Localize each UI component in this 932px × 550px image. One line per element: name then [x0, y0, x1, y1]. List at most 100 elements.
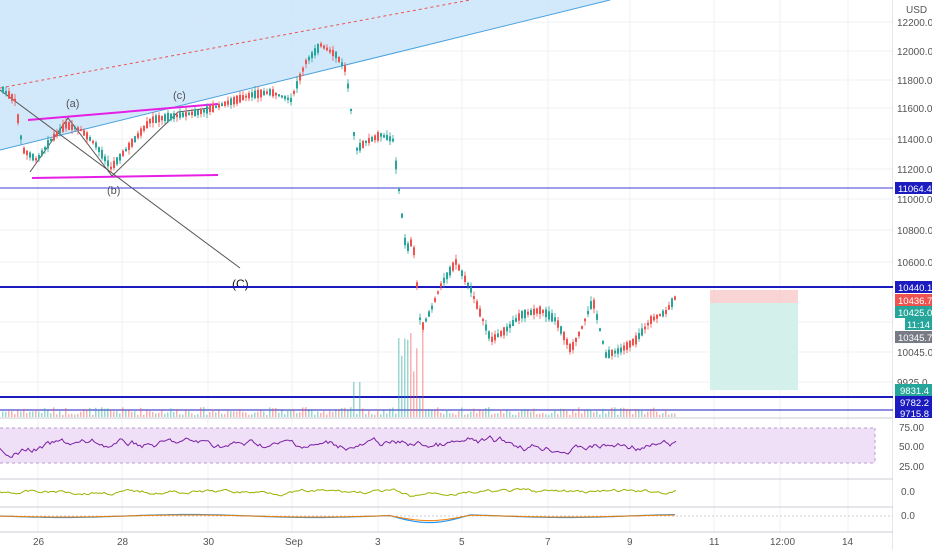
candle	[566, 339, 568, 345]
candle	[545, 309, 547, 318]
volume-bar	[53, 407, 55, 417]
candle	[329, 49, 331, 53]
triangle-pattern[interactable]	[27, 103, 219, 179]
volume-bar	[419, 397, 421, 417]
candle	[260, 89, 262, 98]
volume-bar	[521, 409, 523, 417]
candle	[653, 316, 655, 321]
candle	[308, 56, 310, 61]
svg-text:11064.4: 11064.4	[898, 184, 932, 195]
volume-bar	[155, 413, 157, 417]
volume-bar	[179, 414, 181, 417]
long-position-tool[interactable]	[710, 290, 798, 390]
volume-bar	[302, 407, 304, 417]
volume-bar	[425, 410, 427, 417]
volume-bar	[623, 407, 625, 417]
candle	[635, 335, 637, 345]
candle	[407, 243, 409, 251]
volume-bar	[338, 409, 340, 417]
candle	[77, 127, 79, 131]
candle	[341, 62, 343, 66]
volume-bar	[353, 382, 355, 417]
candle	[353, 132, 355, 136]
horizontal-levels[interactable]	[0, 187, 893, 411]
volume-bar	[146, 410, 148, 417]
volume-bar	[191, 413, 193, 417]
time-axis[interactable]: 26 28 30 Sep 3 5 7 9 11 12:00 14	[33, 537, 854, 548]
volume-bar	[239, 409, 241, 417]
volume-bar	[407, 339, 409, 417]
volume-bar	[641, 409, 643, 417]
candle	[266, 91, 268, 94]
volume-bar	[266, 414, 268, 417]
candlestick-series[interactable]	[2, 41, 676, 360]
candle	[224, 101, 226, 106]
candle	[62, 124, 64, 132]
volume-bar	[533, 408, 535, 417]
volume-bar	[89, 407, 91, 417]
volume-bar	[164, 413, 166, 417]
volume-bar	[113, 411, 115, 417]
price-tick: 11200.0	[897, 165, 932, 176]
ascending-channel[interactable]	[0, 0, 611, 151]
candle	[47, 140, 49, 149]
volume-bar	[305, 407, 307, 417]
volume-bar	[107, 408, 109, 417]
volume-bar	[509, 411, 511, 417]
candle	[665, 309, 667, 315]
candle	[122, 150, 124, 157]
countdown-badge: 11:14	[905, 318, 932, 331]
price-axis[interactable]: USD 12200.0 12000.0 11800.0 11600.0 1140…	[893, 0, 932, 550]
price-tick: 11000.0	[897, 195, 932, 206]
volume-bar	[215, 412, 217, 417]
rsi-tick: 25.00	[899, 462, 924, 473]
time-tick: 12:00	[770, 537, 795, 548]
candle	[149, 118, 151, 124]
volume-bar	[491, 414, 493, 417]
candle	[335, 51, 337, 59]
candle	[263, 90, 265, 96]
volume-bar	[410, 333, 412, 417]
candle	[254, 90, 256, 99]
volume-bar	[344, 407, 346, 417]
candle	[647, 322, 649, 326]
candle	[131, 138, 133, 147]
volume-bar	[326, 414, 328, 417]
volume-bar	[575, 412, 577, 417]
candle	[5, 91, 7, 94]
oscillator-pane	[0, 487, 677, 498]
candle	[281, 95, 283, 98]
volume-bar	[557, 414, 559, 417]
candle	[275, 92, 277, 96]
volume-bar	[233, 411, 235, 417]
volume-bar	[545, 414, 547, 417]
volume-bar	[476, 413, 478, 417]
volume-bar	[608, 411, 610, 417]
candle	[614, 350, 616, 354]
time-tick: 3	[375, 537, 381, 548]
volume-bar	[662, 413, 664, 417]
candle	[221, 103, 223, 106]
candle	[377, 132, 379, 141]
candle	[53, 133, 55, 141]
price-tick: 12200.0	[897, 18, 932, 29]
volume-bar	[605, 413, 607, 417]
candle	[203, 109, 205, 113]
candle	[206, 106, 208, 114]
volume-bar	[173, 411, 175, 417]
candle	[107, 160, 109, 167]
candle	[38, 155, 40, 160]
rsi-tick: 50.00	[899, 442, 924, 453]
volume-bar	[209, 412, 211, 417]
volume-bar	[383, 410, 385, 417]
volume-bar	[56, 414, 58, 417]
candle	[20, 135, 22, 140]
candle	[248, 92, 250, 99]
candle	[638, 332, 640, 340]
candle	[359, 142, 361, 151]
volume-bar	[287, 409, 289, 417]
volume-bar	[446, 409, 448, 417]
volume-bar	[152, 411, 154, 417]
candle	[404, 237, 406, 246]
